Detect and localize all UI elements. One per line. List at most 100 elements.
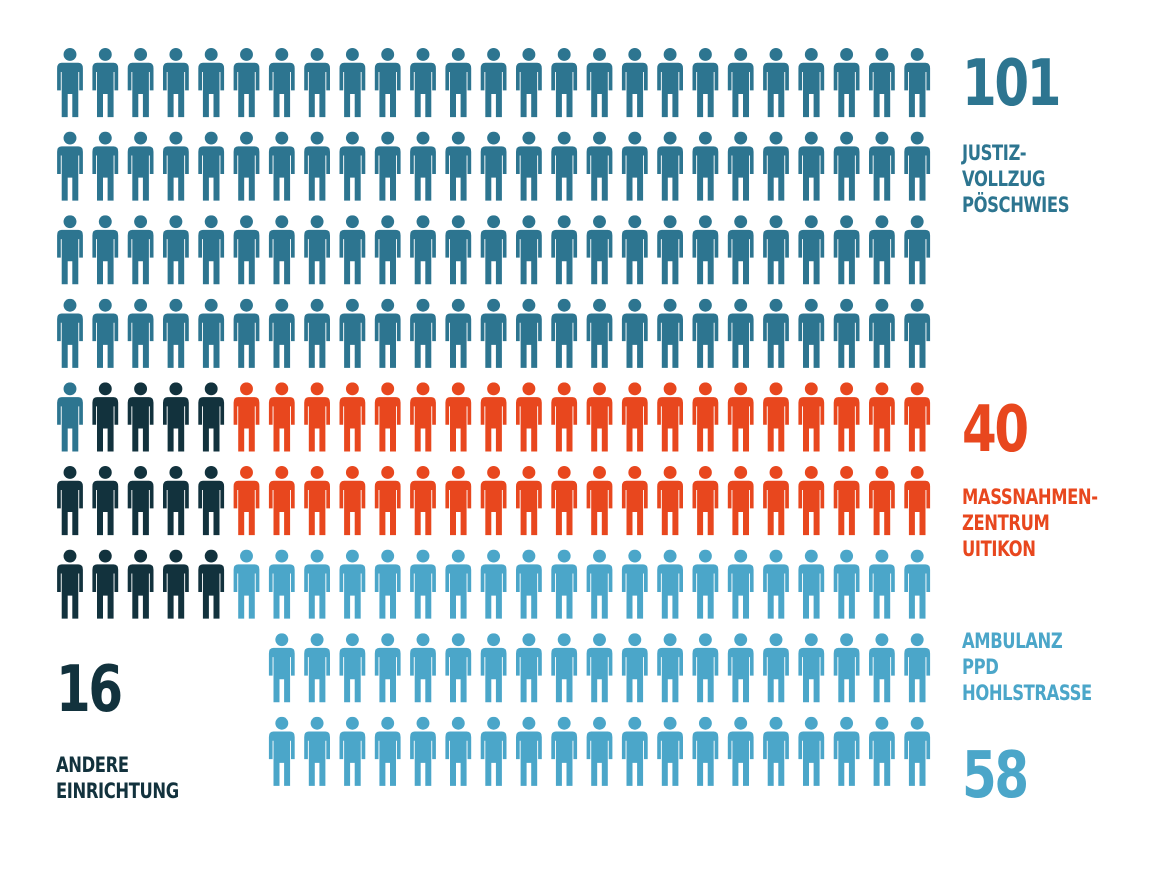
person-icon-andere: [92, 466, 119, 536]
person-icon-hohlstrasse: [692, 716, 719, 786]
person-icon-poeschwies: [374, 298, 401, 368]
person-icon-hohlstrasse: [657, 549, 683, 619]
person-icon-poeschwies: [833, 131, 860, 201]
person-icon-poeschwies: [586, 131, 613, 201]
person-icon-poeschwies: [198, 298, 225, 368]
person-icon-andere: [127, 382, 154, 452]
person-icon-poeschwies: [798, 48, 825, 118]
person-icon-poeschwies: [727, 131, 754, 201]
label-poeschwies-line-1: JUSTIZ-: [962, 141, 1027, 165]
person-icon-poeschwies: [551, 298, 578, 368]
person-icon-poeschwies: [833, 215, 860, 285]
person-icon-poeschwies: [833, 48, 860, 118]
person-icon-poeschwies: [657, 298, 683, 368]
person-icon-uitikon: [268, 382, 295, 452]
person-icon-poeschwies: [480, 48, 507, 118]
person-icon-uitikon: [586, 466, 613, 536]
person-icon-poeschwies: [869, 298, 895, 368]
person-icon-hohlstrasse: [445, 549, 472, 619]
person-icon-uitikon: [657, 466, 683, 536]
person-icon-poeschwies: [445, 215, 472, 285]
person-icon-poeschwies: [410, 131, 436, 201]
person-icon-uitikon: [374, 382, 401, 452]
label-poeschwies-line-3: PÖSCHWIES: [962, 193, 1070, 217]
person-icon-poeschwies: [621, 131, 648, 201]
person-icon-uitikon: [798, 466, 825, 536]
person-icon-uitikon: [516, 466, 542, 536]
person-icon-hohlstrasse: [233, 549, 260, 619]
person-icon-hohlstrasse: [339, 549, 366, 619]
person-icon-poeschwies: [445, 298, 472, 368]
person-icon-hohlstrasse: [833, 633, 860, 703]
person-icon-poeschwies: [480, 298, 507, 368]
person-icon-poeschwies: [551, 215, 578, 285]
person-icon-poeschwies: [480, 215, 507, 285]
person-icon-poeschwies: [127, 131, 154, 201]
person-icon-hohlstrasse: [586, 633, 613, 703]
person-icon-poeschwies: [621, 298, 648, 368]
label-uitikon-line-1: MASSNAHMEN-: [962, 485, 1098, 509]
person-icon-hohlstrasse: [268, 716, 295, 786]
person-icon-poeschwies: [57, 131, 83, 201]
person-icon-hohlstrasse: [833, 716, 860, 786]
label-poeschwies: JUSTIZ- VOLLZUG PÖSCHWIES: [962, 140, 1069, 218]
label-uitikon: MASSNAHMEN- ZENTRUM UITIKON: [962, 484, 1098, 562]
person-icon-hohlstrasse: [869, 549, 895, 619]
person-icon-uitikon: [621, 382, 648, 452]
person-icon-uitikon: [833, 382, 860, 452]
person-icon-uitikon: [692, 466, 719, 536]
person-icon-uitikon: [551, 466, 578, 536]
person-icon-hohlstrasse: [869, 633, 895, 703]
person-icon-poeschwies: [516, 131, 542, 201]
person-icon-poeschwies: [57, 48, 83, 118]
person-icon-uitikon: [516, 382, 542, 452]
person-icon-poeschwies: [374, 215, 401, 285]
person-icon-poeschwies: [657, 215, 683, 285]
person-icon-poeschwies: [198, 215, 225, 285]
person-icon-uitikon: [727, 382, 754, 452]
person-icon-uitikon: [304, 382, 330, 452]
person-icon-hohlstrasse: [304, 633, 330, 703]
person-icon-hohlstrasse: [374, 633, 401, 703]
person-icon-hohlstrasse: [621, 716, 648, 786]
person-icon-uitikon: [339, 466, 366, 536]
person-icon-andere: [92, 549, 119, 619]
person-icon-andere: [163, 549, 189, 619]
person-icon-poeschwies: [904, 215, 931, 285]
person-icon-poeschwies: [268, 298, 295, 368]
person-icon-andere: [198, 382, 225, 452]
person-icon-poeschwies: [268, 215, 295, 285]
person-icon-uitikon: [657, 382, 683, 452]
person-icon-poeschwies: [445, 131, 472, 201]
person-icon-poeschwies: [516, 48, 542, 118]
person-icon-hohlstrasse: [410, 633, 436, 703]
person-icon-hohlstrasse: [833, 549, 860, 619]
person-icon-andere: [198, 466, 225, 536]
person-icon-poeschwies: [233, 215, 260, 285]
person-icon-poeschwies: [657, 48, 683, 118]
person-icon-uitikon: [833, 466, 860, 536]
label-hohlstrasse: AMBULANZ PPD HOHLSTRASSE: [962, 628, 1092, 706]
person-icon-hohlstrasse: [904, 633, 931, 703]
person-icon-poeschwies: [621, 215, 648, 285]
person-icon-hohlstrasse: [621, 633, 648, 703]
person-icon-poeschwies: [869, 48, 895, 118]
person-icon-hohlstrasse: [586, 549, 613, 619]
person-icon-hohlstrasse: [339, 716, 366, 786]
person-icon-andere: [92, 382, 119, 452]
person-icon-poeschwies: [163, 131, 189, 201]
person-icon-poeschwies: [445, 48, 472, 118]
person-icon-hohlstrasse: [763, 549, 789, 619]
person-icon-poeschwies: [233, 131, 260, 201]
label-uitikon-line-3: UITIKON: [962, 537, 1036, 561]
person-icon-poeschwies: [304, 48, 330, 118]
person-icon-uitikon: [869, 466, 895, 536]
person-icon-hohlstrasse: [798, 716, 825, 786]
person-icon-andere: [198, 549, 225, 619]
person-icon-hohlstrasse: [410, 549, 436, 619]
person-icon-poeschwies: [798, 131, 825, 201]
person-icon-poeschwies: [374, 48, 401, 118]
person-icon-hohlstrasse: [374, 549, 401, 619]
person-icon-poeschwies: [692, 215, 719, 285]
person-icon-uitikon: [727, 466, 754, 536]
